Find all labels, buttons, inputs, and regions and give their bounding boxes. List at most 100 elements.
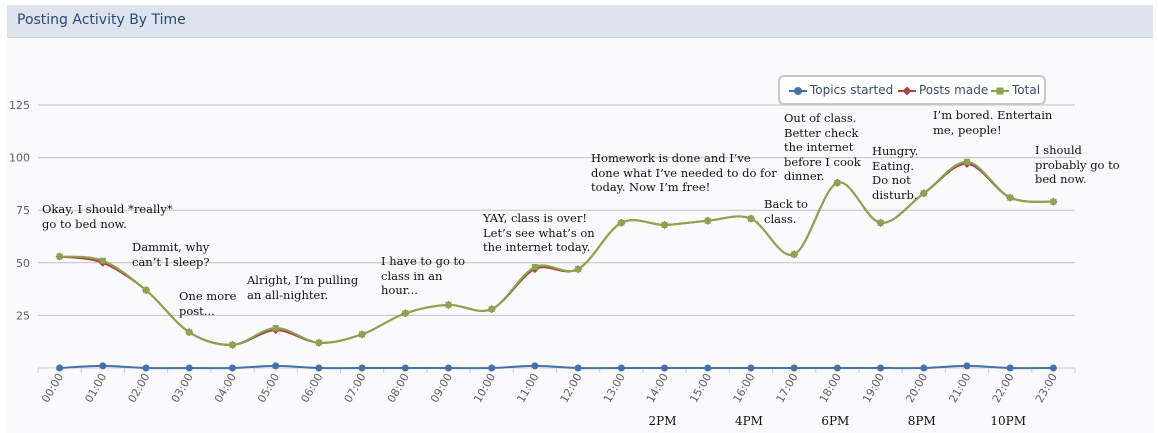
data-point-total — [315, 339, 322, 346]
data-point-topics-started — [574, 364, 582, 372]
x-tick-label: 19:00 — [860, 371, 887, 405]
page-title: Posting Activity By Time — [17, 12, 186, 28]
y-tick-label: 100 — [9, 152, 30, 165]
data-point-total — [359, 331, 366, 338]
legend-label: Posts made — [919, 83, 989, 97]
data-point-topics-started — [877, 364, 885, 372]
x-axis: 00:00 01:00 02:00 03:00 04:00 05:00 06:00 07:00… — [37, 367, 1076, 428]
data-point-total — [791, 251, 798, 258]
data-point-topics-started — [661, 364, 669, 372]
panel-header: Posting Activity By Time — [7, 5, 1153, 38]
time-label: 2PM — [649, 414, 677, 428]
x-tick-label: 23:00 — [1033, 371, 1060, 405]
data-point-topics-started — [142, 364, 150, 372]
x-tick-label: 16:00 — [730, 371, 757, 405]
data-point-total — [229, 341, 236, 348]
x-tick-label: 08:00 — [385, 371, 412, 405]
annotation-0300: One more post... — [179, 289, 237, 318]
data-point-total — [488, 306, 495, 313]
y-tick-label: 75 — [16, 204, 30, 217]
x-tick-label: 06:00 — [298, 371, 325, 405]
annotation-1000: YAY, class is over! Let’s see what’s on … — [483, 211, 595, 254]
x-tick-label: 10:00 — [471, 371, 498, 405]
data-point-topics-started — [272, 362, 280, 370]
data-point-topics-started — [920, 364, 928, 372]
diamond-marker-icon — [898, 86, 916, 96]
time-label: 6PM — [821, 414, 849, 428]
annotation-1300: Homework is done and I’ve done what I’ve… — [591, 151, 777, 194]
circle-marker-icon — [789, 87, 807, 95]
data-point-total — [575, 266, 582, 273]
legend-label: Total — [1012, 83, 1041, 97]
y-tick-label: 125 — [9, 99, 30, 112]
data-point-total — [704, 217, 711, 224]
x-tick-label: 03:00 — [169, 371, 196, 405]
annotation-2300: I should probably go to bed now. — [1035, 143, 1120, 186]
annotation-1800: Out of class. Better check the internet … — [784, 111, 861, 183]
annotation-0500: Alright, I’m pulling an all-nighter. — [247, 273, 359, 302]
data-point-topics-started — [99, 362, 107, 370]
chart-legend[interactable]: Topics started Posts made Total — [778, 75, 1046, 105]
x-tick-label: 21:00 — [946, 371, 973, 405]
data-point-total — [963, 158, 970, 165]
x-tick-label: 05:00 — [255, 371, 282, 405]
annotation-0100: Dammit, why can’t I sleep? — [132, 240, 210, 269]
data-point-topics-started — [747, 364, 755, 372]
data-point-total — [186, 329, 193, 336]
legend-label: Topics started — [810, 83, 894, 97]
data-point-total — [531, 264, 538, 271]
annotation-0000: Okay, I should *really* go to bed now. — [42, 202, 173, 231]
square-marker-icon — [991, 87, 1009, 95]
data-point-topics-started — [315, 364, 323, 372]
data-point-total — [1050, 198, 1057, 205]
data-point-total — [618, 219, 625, 226]
data-point-total — [834, 179, 841, 186]
data-point-total — [877, 219, 884, 226]
data-point-topics-started — [185, 364, 193, 372]
time-label: 8PM — [908, 414, 936, 428]
x-tick-label: 14:00 — [644, 371, 671, 405]
x-tick-label: 13:00 — [601, 371, 628, 405]
data-point-topics-started — [617, 364, 625, 372]
data-point-total — [56, 253, 63, 260]
series-group — [55, 158, 1058, 372]
data-point-topics-started — [963, 362, 971, 370]
x-tick-label: 02:00 — [126, 371, 153, 405]
annotation-1900: Hungry. Eating. Do not disturb. — [872, 144, 919, 202]
data-point-topics-started — [531, 362, 539, 370]
y-tick-label: 50 — [16, 257, 30, 270]
annotation-2100: I’m bored. Entertain me, people! — [933, 108, 1053, 137]
x-tick-label: 17:00 — [774, 371, 801, 405]
x-tick-label: 07:00 — [342, 371, 369, 405]
x-tick-label: 15:00 — [687, 371, 714, 405]
x-tick-label: 00:00 — [39, 371, 66, 405]
data-point-total — [445, 301, 452, 308]
data-point-total — [272, 325, 279, 332]
data-point-topics-started — [790, 364, 798, 372]
x-tick-label: 04:00 — [212, 371, 239, 405]
x-tick-label: 12:00 — [558, 371, 585, 405]
x-tick-label: 11:00 — [514, 371, 541, 405]
time-label: 10PM — [990, 414, 1026, 428]
data-point-topics-started — [401, 364, 409, 372]
x-tick-label: 20:00 — [903, 371, 930, 405]
data-point-topics-started — [1006, 364, 1014, 372]
data-point-topics-started — [833, 364, 841, 372]
data-point-topics-started — [56, 364, 64, 372]
data-point-total — [661, 221, 668, 228]
series-line-topics-started — [59, 364, 1054, 370]
data-point-topics-started — [704, 364, 712, 372]
annotation-0800: I have to go to class in an hour... — [381, 254, 466, 297]
data-point-total — [1007, 194, 1014, 201]
x-tick-label: 09:00 — [428, 371, 455, 405]
y-tick-label: 25 — [16, 309, 30, 322]
data-point-topics-started — [488, 364, 496, 372]
data-point-total — [402, 310, 409, 317]
data-point-total — [143, 287, 150, 294]
data-point-topics-started — [1049, 364, 1057, 372]
grid — [38, 104, 1075, 316]
x-tick-label: 22:00 — [990, 371, 1017, 405]
y-axis: 25 50 75 100 125 — [9, 99, 30, 322]
x-tick-label: 01:00 — [82, 371, 109, 405]
